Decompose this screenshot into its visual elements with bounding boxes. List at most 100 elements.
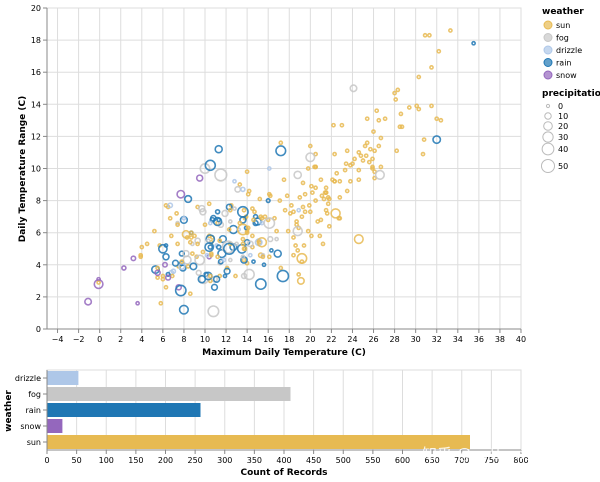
scatter-point-sun [344, 188, 350, 194]
scatter-y-tick-label: 14 [31, 100, 41, 109]
scatter-point-sun [321, 196, 327, 202]
bar-x-tick-label: 550 [365, 456, 380, 465]
scatter-point-sun [297, 195, 303, 200]
scatter-point-sun [363, 153, 369, 159]
scatter-x-tick-label: 16 [263, 335, 273, 344]
scatter-point-fog [234, 241, 239, 247]
weather-legend: weather sun fog drizzle rain snow [542, 7, 584, 80]
scatter-point-sun [399, 124, 405, 130]
scatter-point-sun [305, 228, 311, 234]
scatter-point-sun [289, 203, 294, 208]
scatter-point-sun [278, 265, 284, 271]
scatter-point-sun [394, 148, 400, 154]
bar-y-axis-title: weather [4, 390, 14, 432]
bar-x-tick-label: 150 [128, 456, 143, 465]
scatter-point-sun [343, 161, 349, 167]
scatter-point-sun [250, 206, 255, 211]
scatter-point-sun [362, 143, 368, 149]
bar-x-tick-label: 0 [44, 456, 49, 465]
scatter-point-rain [252, 213, 259, 220]
scatter-point-rain [254, 278, 267, 291]
scatter-point-sun [318, 177, 324, 183]
bar-x-tick-label: 600 [395, 456, 410, 465]
scatter-point-sun [313, 198, 318, 203]
scatter-point-sun [179, 259, 185, 264]
bar-x-tick-label: 100 [99, 456, 114, 465]
legend-swatch-rain [543, 58, 553, 67]
scatter-point-sun [378, 135, 384, 141]
scatter-point-drizzle [181, 215, 187, 221]
scatter-y-axis-title: Daily Temperature Range (C) [18, 96, 28, 243]
scatter-point-sun [266, 254, 272, 260]
bar-x-tick-label: 750 [484, 456, 499, 465]
scatter-point-sun [364, 116, 370, 122]
scatter-point-fog [240, 254, 246, 260]
legend-label-drizzle: drizzle [556, 46, 582, 55]
scatter-point-sun [257, 196, 263, 202]
precipitation-legend-title: precipitation [542, 89, 600, 99]
scatter-x-tick-label: 18 [284, 335, 294, 344]
scatter-point-rain [236, 205, 249, 218]
scatter-point-sun [416, 106, 422, 112]
scatter-point-rain [269, 248, 274, 253]
scatter-point-sun [331, 122, 336, 128]
scatter-point-snow [154, 269, 161, 277]
scatter-point-sun [188, 230, 194, 236]
scatter-point-sun [302, 191, 308, 197]
scatter-point-sun [427, 32, 432, 38]
bar-snow [47, 419, 63, 433]
bar-x-tick-label: 450 [306, 456, 321, 465]
scatter-point-sun [167, 215, 173, 221]
scatter-x-tick-label: 6 [160, 335, 165, 344]
bar-x-tick-label: 800 [513, 456, 528, 465]
scatter-point-sun [356, 177, 362, 183]
scatter-point-sun [240, 236, 246, 242]
scatter-point-rain [189, 262, 198, 271]
scatter-point-sun [352, 156, 357, 162]
scatter-point-sun [175, 222, 180, 228]
bar-axes: 0 50 100 150 200 250 300 350 400 450 500 550 600 650 7… [15, 370, 529, 465]
scatter-point-sun [208, 251, 214, 256]
scatter-point-sun [281, 177, 287, 183]
legend-label-snow: snow [556, 71, 577, 80]
scatter-point-snow [164, 274, 172, 281]
scatter-point-sun [237, 182, 243, 187]
scatter-point-sun [207, 273, 213, 279]
scatter-point-sun [353, 234, 364, 245]
scatter-point-sun [337, 215, 343, 221]
scatter-point-sun [256, 237, 268, 248]
scatter-point-sun [307, 209, 313, 215]
scatter-point-sun [416, 74, 422, 80]
scatter-point-sun [296, 252, 308, 264]
scatter-point-sun [376, 143, 382, 149]
legend-label-sun: sun [556, 21, 570, 30]
scatter-point-sun [342, 167, 348, 173]
scatter-point-rain [204, 242, 215, 253]
scatter-point-sun [300, 180, 306, 186]
scatter-point-sun [332, 151, 337, 157]
scatter-point-fog [195, 269, 202, 276]
scatter-point-sun [339, 122, 345, 128]
scatter-point-sun [398, 111, 404, 117]
scatter-point-sun [371, 129, 376, 134]
scatter-point-sun [296, 272, 302, 277]
legend-label-fog: fog [556, 34, 569, 43]
scatter-point-snow [195, 174, 204, 182]
scatter-point-sun [185, 264, 191, 269]
legend-size-swatch [541, 142, 555, 156]
scatter-point-fog [263, 217, 276, 230]
scatter-point-sun [194, 254, 199, 260]
scatter-x-tick-label: 38 [495, 335, 505, 344]
scatter-point-sun [358, 153, 364, 159]
scatter-x-tick-label: 24 [347, 335, 357, 344]
scatter-point-sun [313, 185, 318, 191]
legend-size-label: 10 [558, 112, 568, 121]
scatter-point-fog [198, 204, 206, 213]
scatter-point-sun [337, 195, 343, 200]
scatter-point-rain [216, 217, 222, 223]
scatter-point-fog [292, 225, 303, 237]
scatter-point-sun [309, 183, 314, 189]
scatter-point-sun [296, 276, 305, 285]
scatter-point-drizzle [266, 166, 272, 171]
